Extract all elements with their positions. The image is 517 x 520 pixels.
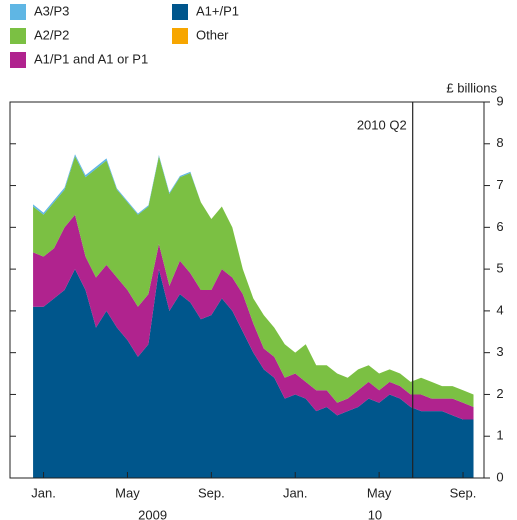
legend-swatch — [10, 28, 26, 44]
y-tick-label: 0 — [496, 469, 503, 484]
legend-label: A1+/P1 — [196, 3, 239, 18]
legend-label: A3/P3 — [34, 3, 69, 18]
year-label: 2009 — [138, 507, 167, 520]
legend-label: A1/P1 and A1 or P1 — [34, 51, 148, 66]
legend-swatch — [172, 28, 188, 44]
legend-swatch — [10, 52, 26, 68]
x-tick-label: May — [367, 485, 392, 500]
area — [33, 269, 474, 478]
x-tick-label: Jan. — [31, 485, 56, 500]
y-tick-label: 1 — [496, 428, 503, 443]
y-tick-label: 5 — [496, 261, 503, 276]
y-tick-label: 9 — [496, 93, 503, 108]
legend-label: A2/P2 — [34, 27, 69, 42]
y-axis-label: £ billions — [446, 80, 497, 95]
legend-swatch — [10, 4, 26, 20]
x-tick-label: Jan. — [283, 485, 308, 500]
legend-swatch — [172, 4, 188, 20]
x-tick-label: May — [115, 485, 140, 500]
area — [33, 156, 474, 407]
y-tick-label: 8 — [496, 135, 503, 150]
y-tick-label: 7 — [496, 177, 503, 192]
y-tick-label: 4 — [496, 302, 503, 317]
x-tick-label: Sep. — [450, 485, 477, 500]
year-label: 10 — [368, 507, 382, 520]
y-tick-label: 2 — [496, 386, 503, 401]
plot-frame — [9, 101, 484, 479]
y-tick-label: 3 — [496, 344, 503, 359]
area — [33, 214, 474, 420]
annotation-label: 2010 Q2 — [357, 117, 407, 132]
x-tick-label: Sep. — [198, 485, 225, 500]
legend-label: Other — [196, 27, 229, 42]
y-tick-label: 6 — [496, 219, 503, 234]
